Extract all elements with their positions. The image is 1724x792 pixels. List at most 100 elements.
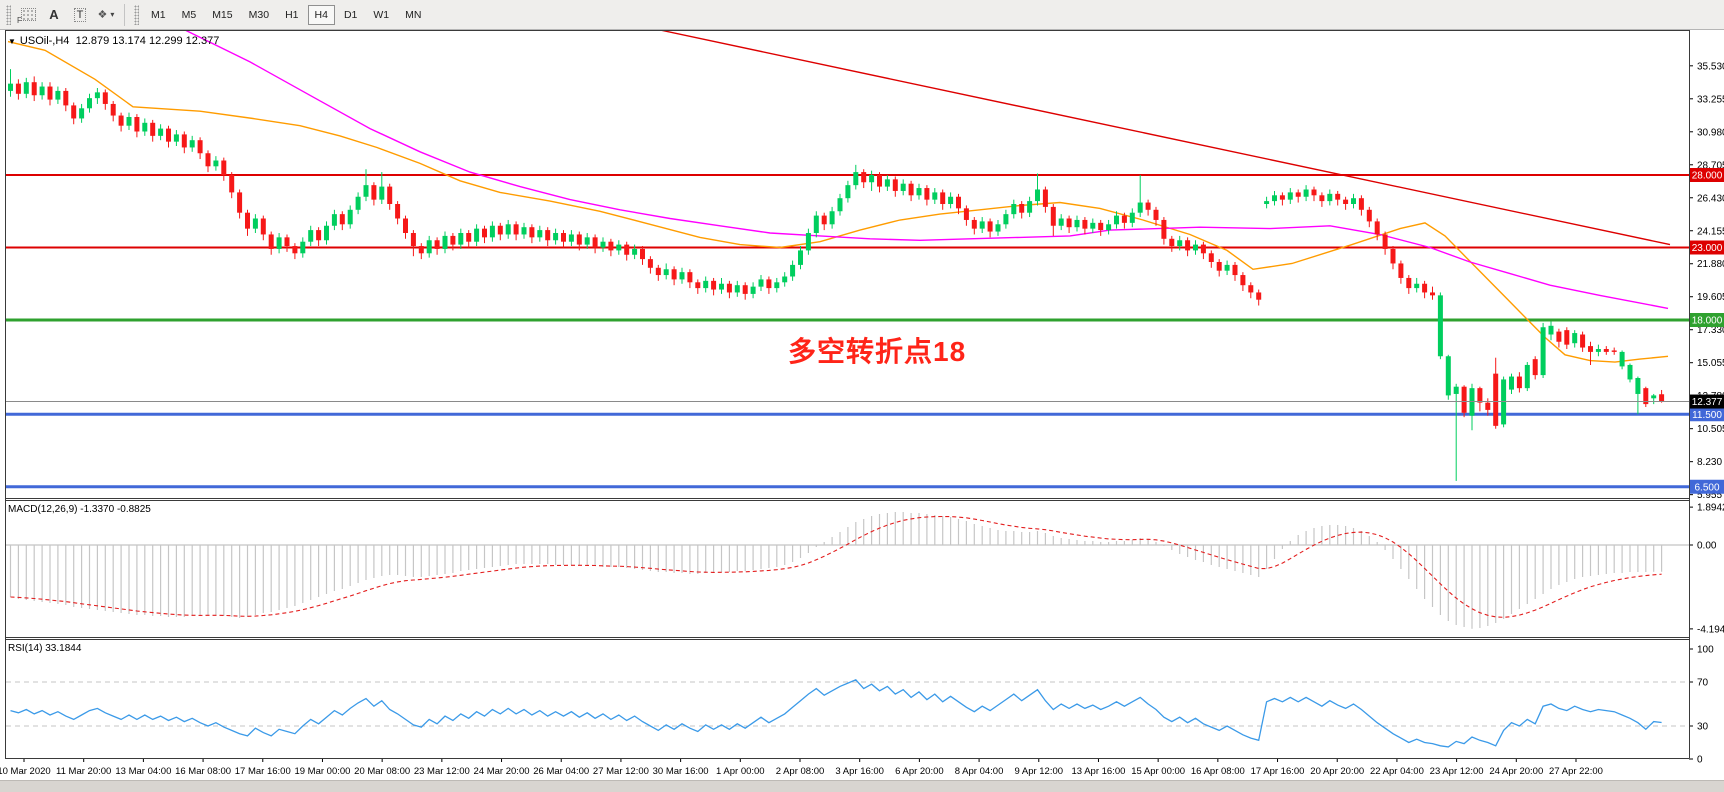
candle-body [505, 224, 511, 235]
candle-body [1572, 333, 1578, 344]
candle-body [1193, 244, 1198, 251]
price-tag-label: 6.500 [1694, 482, 1719, 493]
price-tag-label: 12.377 [1692, 397, 1723, 408]
candle-body [987, 221, 993, 232]
candle-body [1343, 199, 1349, 204]
time-axis-label: 9 Apr 12:00 [1014, 766, 1063, 777]
candle-body [1406, 277, 1412, 289]
time-axis-label: 10 Mar 2020 [0, 766, 51, 777]
price-axis-label: 5.955 [1697, 490, 1722, 501]
candle-body [284, 237, 290, 247]
candle-body [1619, 351, 1625, 367]
chart-canvas[interactable]: 35.530 33.255 30.980 28.705 26.430 24.155 21.8… [0, 30, 1724, 792]
time-axis-label: 6 Apr 20:00 [895, 766, 944, 777]
price-axis-label: 30.980 [1697, 127, 1724, 138]
candle-body [1580, 334, 1586, 348]
chart-area[interactable]: 35.530 33.255 30.980 28.705 26.430 24.155 21.8… [0, 30, 1724, 792]
rsi-line [10, 679, 1662, 748]
candle-body [15, 83, 21, 94]
grid-icon [20, 8, 36, 21]
candle-body [916, 188, 922, 196]
candle-body [213, 160, 219, 167]
candle-body [87, 98, 92, 109]
candle-body [924, 188, 930, 200]
ma-slow-line[interactable] [184, 30, 1669, 310]
candle-body [632, 248, 638, 255]
toolbar: F A T ❖ ▾ M1 M5 M15 M30 H1 H4 D1 W1 MN [0, 0, 1724, 30]
candle-body [995, 224, 1001, 232]
candle-body [782, 276, 788, 283]
candle-body [63, 90, 69, 106]
toolbar-separator [124, 3, 125, 26]
candle-body [742, 285, 748, 294]
toolbar-grip[interactable] [6, 4, 11, 25]
price-tag [1690, 407, 1724, 422]
candle-body [979, 221, 985, 229]
candle-body [252, 218, 258, 229]
candle-body [671, 269, 677, 280]
candle-body [616, 244, 622, 251]
candle-body [592, 237, 598, 248]
candle-body [553, 233, 559, 241]
timeframe-button-h4[interactable]: H4 [307, 4, 335, 25]
timeframe-button-m5[interactable]: M5 [175, 5, 204, 25]
candle-body [197, 140, 203, 154]
candle-body [1524, 364, 1530, 389]
candle-body [339, 214, 345, 225]
candle-body [1651, 395, 1657, 399]
candle-body [798, 250, 803, 265]
candle-body [1200, 244, 1206, 254]
price-tag-label: 18.000 [1692, 316, 1723, 327]
candle-body [1129, 212, 1135, 223]
candle-body [308, 230, 314, 242]
candle-body [1335, 193, 1341, 200]
candle-body [1295, 192, 1301, 197]
timeframe-button-m30[interactable]: M30 [242, 5, 276, 25]
candle-body [1643, 388, 1649, 405]
time-axis-label: 26 Mar 04:00 [533, 766, 589, 777]
trend-line[interactable] [659, 30, 1671, 246]
timeframe-button-d1[interactable]: D1 [337, 5, 364, 25]
candle-body [229, 175, 235, 193]
timeframe-button-h1[interactable]: H1 [278, 5, 305, 25]
candle-body [1548, 325, 1554, 335]
candle-body [316, 230, 322, 241]
candle-body [971, 219, 977, 229]
ma-fast-line[interactable] [7, 40, 1669, 363]
candle-body [821, 215, 827, 225]
time-axis-label: 20 Apr 20:00 [1310, 766, 1364, 777]
price-tag [1690, 313, 1724, 327]
candle-body [537, 230, 543, 238]
indicators-grid-button[interactable]: F [15, 4, 41, 26]
candle-body [948, 196, 954, 204]
candle-body [221, 160, 227, 175]
candle-body [23, 82, 29, 94]
candle-body [1437, 295, 1443, 357]
macd-axis-label: 1.8942 [1697, 503, 1724, 514]
candle-body [126, 117, 132, 126]
candle-body [1248, 285, 1254, 293]
timeframe-button-w1[interactable]: W1 [366, 5, 396, 25]
price-tag [1690, 168, 1724, 182]
candle-body [300, 241, 306, 254]
candle-body [1066, 218, 1072, 228]
candle-body [1477, 388, 1483, 403]
candle-body [1090, 222, 1096, 229]
font-tool-button[interactable]: A [41, 4, 67, 26]
price-axis-label: 10.505 [1697, 424, 1724, 435]
candle-body [1351, 198, 1356, 204]
candle-body [118, 115, 124, 126]
price-tag [1690, 240, 1724, 255]
cursor-tool-button[interactable]: ❖ ▾ [93, 4, 119, 26]
timeframe-button-mn[interactable]: MN [398, 5, 428, 25]
toolbar-grip-2[interactable] [134, 4, 139, 25]
candle-body [1366, 209, 1372, 222]
candle-body [529, 227, 535, 238]
timeframe-button-m1[interactable]: M1 [144, 5, 173, 25]
candle-body [1382, 234, 1388, 249]
text-tool-button[interactable]: T [67, 4, 93, 26]
candle-body [703, 280, 709, 289]
text-icon: T [73, 7, 87, 22]
candle-body [1161, 219, 1167, 239]
timeframe-button-m15[interactable]: M15 [205, 5, 239, 25]
